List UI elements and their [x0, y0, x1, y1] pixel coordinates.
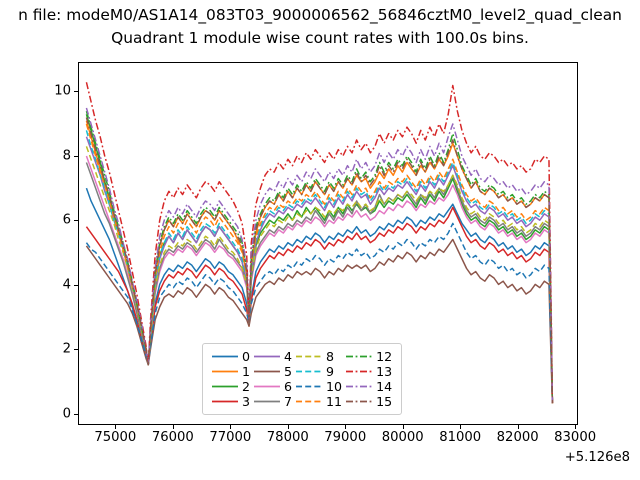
y-tick-mark — [74, 91, 78, 93]
x-tick-label: 81000 — [439, 430, 482, 445]
legend-swatch-12 — [346, 355, 373, 358]
y-tick-mark — [74, 284, 78, 286]
series-line-5 — [85, 238, 554, 404]
x-tick-label: 76000 — [151, 430, 194, 445]
legend-swatch-4 — [254, 355, 281, 358]
x-axis-offset-text: +5.126e8 — [564, 450, 630, 465]
legend-label-2: 2 — [242, 379, 251, 394]
x-tick-label: 79000 — [324, 430, 367, 445]
legend-label-13: 13 — [376, 364, 393, 379]
legend-row: 3 7 11 15 — [210, 394, 394, 409]
y-tick-label: 0 — [62, 406, 71, 422]
legend-swatch-1 — [212, 370, 238, 373]
legend-label-11: 11 — [326, 394, 343, 409]
legend-swatch-10 — [296, 385, 323, 388]
legend-swatch-7 — [254, 400, 281, 403]
legend-swatch-13 — [346, 370, 373, 373]
series-line-9 — [85, 130, 554, 404]
figure-suptitle: n file: modeM0/AS1A14_083T03_9000006562_… — [18, 6, 622, 24]
legend-swatch-9 — [296, 370, 323, 373]
legend-swatch-2 — [212, 385, 238, 388]
y-tick-label: 8 — [62, 148, 71, 164]
legend-label-5: 5 — [284, 364, 293, 379]
y-tick-mark — [74, 155, 78, 157]
legend-label-7: 7 — [284, 394, 293, 409]
x-tick-mark — [575, 425, 577, 429]
x-tick-label: 75000 — [94, 430, 137, 445]
series-line-14 — [85, 107, 554, 404]
axes-title: Quadrant 1 module wise count rates with … — [111, 29, 529, 47]
legend-swatch-11 — [296, 400, 323, 403]
x-tick-label: 78000 — [266, 430, 309, 445]
x-tick-label: 83000 — [554, 430, 597, 445]
y-tick-label: 2 — [62, 341, 71, 357]
chart-legend[interactable]: 0 4 8 12 1 5 9 13 2 6 10 14 3 7 11 15 — [202, 343, 403, 415]
legend-label-4: 4 — [284, 349, 293, 364]
series-line-7 — [85, 162, 554, 404]
series-line-4 — [85, 136, 554, 404]
legend-label-8: 8 — [326, 349, 335, 364]
legend-label-12: 12 — [376, 349, 393, 364]
legend-swatch-6 — [254, 385, 281, 388]
legend-label-6: 6 — [284, 379, 293, 394]
legend-swatch-14 — [346, 385, 373, 388]
y-tick-mark — [74, 349, 78, 351]
x-tick-mark — [402, 425, 404, 429]
legend-label-0: 0 — [242, 349, 251, 364]
x-tick-label: 80000 — [381, 430, 424, 445]
legend-row: 1 5 9 13 — [210, 364, 394, 379]
x-tick-mark — [115, 425, 117, 429]
legend-swatch-8 — [296, 355, 323, 358]
legend-swatch-5 — [254, 370, 281, 373]
legend-row: 0 4 8 12 — [210, 349, 394, 364]
legend-label-10: 10 — [326, 379, 343, 394]
legend-swatch-3 — [212, 400, 238, 403]
x-tick-mark — [230, 425, 232, 429]
series-line-6 — [85, 155, 554, 404]
legend-label-3: 3 — [242, 394, 251, 409]
x-tick-mark — [460, 425, 462, 429]
legend-swatch-15 — [346, 400, 373, 403]
x-tick-mark — [287, 425, 289, 429]
series-line-3 — [85, 206, 554, 404]
legend-label-15: 15 — [376, 394, 393, 409]
x-tick-mark — [517, 425, 519, 429]
series-line-11 — [85, 123, 554, 404]
legend-swatch-0 — [212, 355, 238, 358]
series-line-12 — [85, 110, 554, 404]
legend-row: 2 6 10 14 — [210, 379, 394, 394]
legend-label-1: 1 — [242, 364, 251, 379]
y-tick-label: 4 — [62, 277, 71, 293]
legend-table: 0 4 8 12 1 5 9 13 2 6 10 14 3 7 11 15 — [210, 349, 394, 409]
x-tick-label: 77000 — [209, 430, 252, 445]
series-line-0 — [85, 187, 554, 404]
y-tick-label: 6 — [62, 212, 71, 228]
legend-label-9: 9 — [326, 364, 335, 379]
legend-label-14: 14 — [376, 379, 393, 394]
series-line-15 — [85, 117, 554, 404]
x-tick-label: 82000 — [496, 430, 539, 445]
y-tick-mark — [74, 413, 78, 415]
x-tick-mark — [172, 425, 174, 429]
series-line-13 — [85, 82, 554, 404]
series-line-10 — [85, 222, 554, 404]
x-tick-mark — [345, 425, 347, 429]
y-tick-label: 10 — [54, 83, 71, 99]
y-tick-mark — [74, 220, 78, 222]
series-line-8 — [85, 146, 554, 404]
series-canvas — [85, 82, 554, 404]
